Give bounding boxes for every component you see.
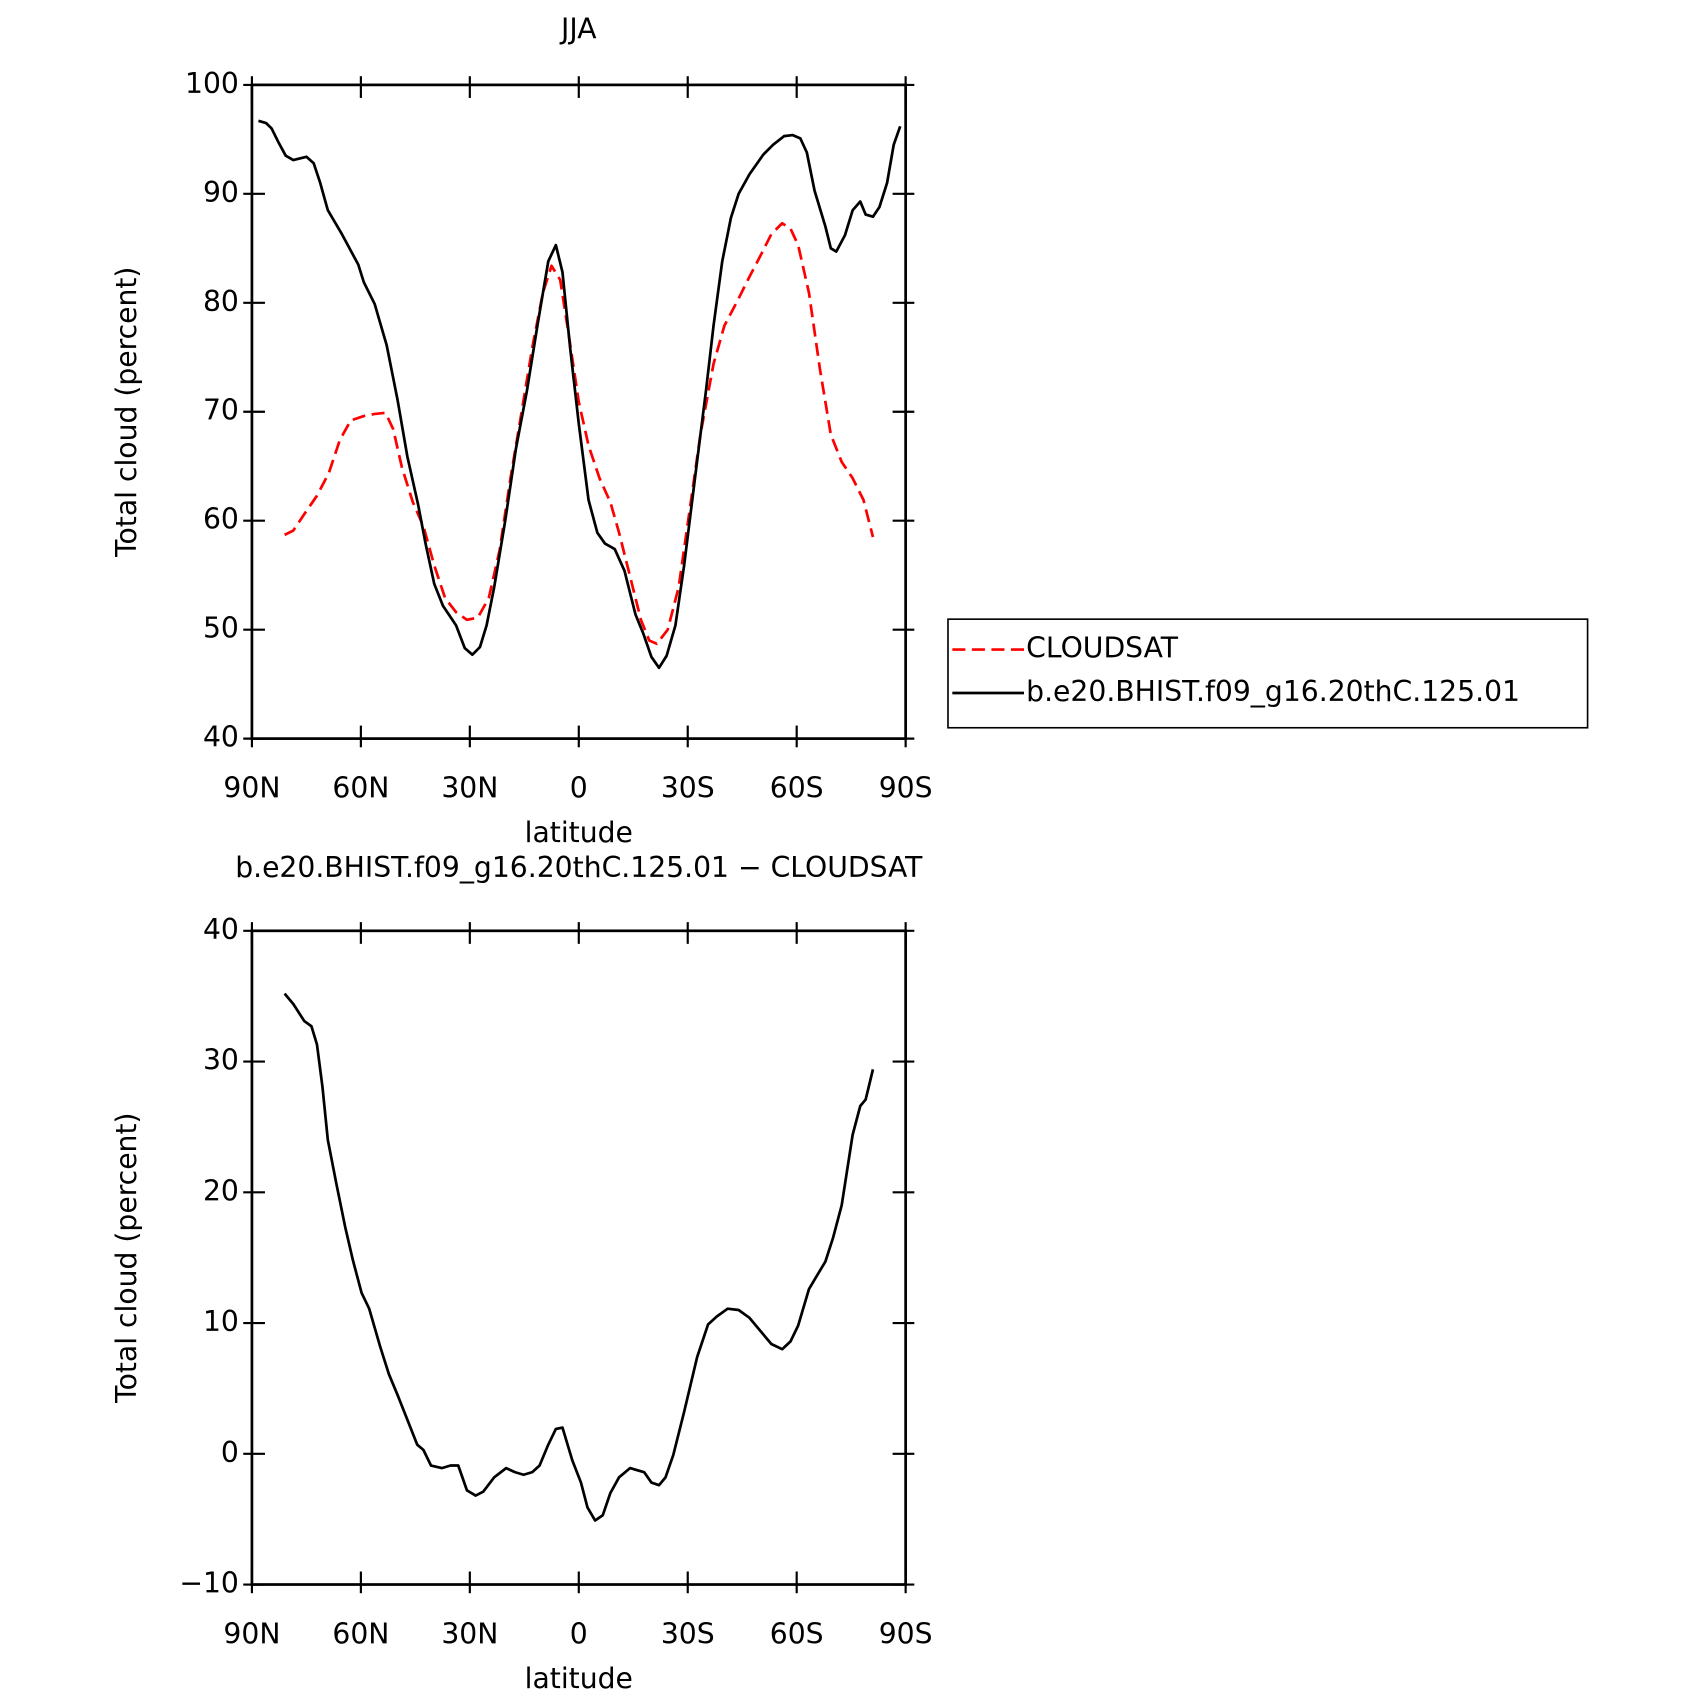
y-tick-label: 30	[203, 1044, 239, 1077]
y-tick-label: 20	[203, 1174, 239, 1207]
y-tick-label: 60	[203, 503, 239, 536]
plot-frame	[250, 929, 907, 1586]
y-tick-label: 50	[203, 612, 239, 645]
y-axis-label: Total cloud (percent)	[110, 267, 143, 558]
y-tick-label: 0	[221, 1436, 239, 1469]
x-tick-label: 90N	[223, 772, 280, 805]
y-tick-label: 100	[185, 67, 239, 100]
legend-box	[947, 618, 1589, 729]
x-tick-label: 60N	[332, 772, 389, 805]
data-line	[283, 992, 875, 1522]
y-tick-label: 40	[203, 721, 239, 754]
y-tick-label: 80	[203, 285, 239, 318]
x-tick-label: 90N	[223, 1618, 280, 1651]
x-tick-label: 60N	[332, 1618, 389, 1651]
legend-label: b.e20.BHIST.f09_g16.20thC.125.01	[1026, 675, 1520, 708]
x-tick-label: 30N	[441, 772, 498, 805]
x-tick-label: 90S	[879, 772, 933, 805]
x-tick-label: 0	[570, 772, 588, 805]
x-axis-label: latitude	[525, 1662, 633, 1695]
x-tick-label: 30S	[661, 1618, 715, 1651]
x-tick-label: 60S	[770, 772, 824, 805]
legend-label: CLOUDSAT	[1026, 632, 1179, 665]
y-tick-label: 40	[203, 913, 239, 946]
x-tick-label: 90S	[879, 1618, 933, 1651]
data-line	[284, 221, 875, 646]
y-tick-label: 70	[203, 394, 239, 427]
x-tick-label: 30N	[441, 1618, 498, 1651]
x-tick-label: 30S	[661, 772, 715, 805]
y-tick-label: 90	[203, 176, 239, 209]
x-axis-label: latitude	[525, 816, 633, 849]
y-tick-label: −10	[179, 1567, 239, 1600]
chart-title: b.e20.BHIST.f09_g16.20thC.125.01 − CLOUD…	[235, 851, 923, 884]
data-line	[258, 119, 902, 670]
y-axis-label: Total cloud (percent)	[110, 1112, 143, 1403]
chart-title: JJA	[559, 13, 597, 46]
y-tick-label: 10	[203, 1305, 239, 1338]
x-tick-label: 0	[570, 1618, 588, 1651]
x-tick-label: 60S	[770, 1618, 824, 1651]
